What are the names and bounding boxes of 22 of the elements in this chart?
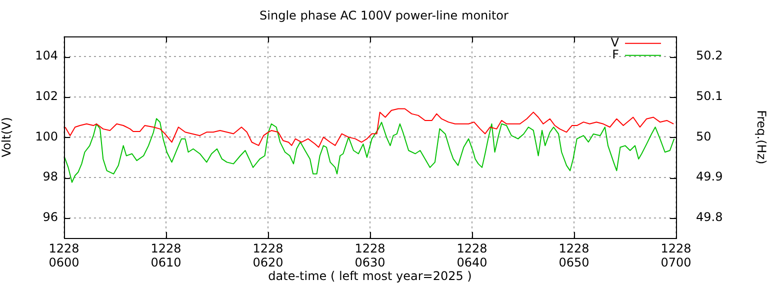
y-tick-label: 102 [35,89,58,104]
y2-tick-label: 49.9 [696,170,723,184]
y2-tick-label: 50.2 [696,48,723,63]
y-tick-label: 96 [42,210,58,224]
y-tick-label: 104 [35,48,58,63]
legend-label: V [610,36,620,50]
y-tick-label: 98 [42,170,58,184]
x-tick-label: 1228 0700 [660,241,692,270]
y2-axis-title: Freq.(Hz) [754,110,768,164]
x-tick-label: 1228 0610 [150,241,182,270]
x-tick-label: 1228 0650 [558,241,590,270]
y2-tick-label: 50.1 [696,89,723,104]
x-tick-label: 1228 0640 [456,241,488,270]
y2-tick-label: 50 [696,129,712,144]
x-tick-label: 1228 0600 [48,241,80,270]
x-axis-title: date-time ( left most year=2025 ) [268,268,472,283]
y-tick-label: 100 [35,129,58,144]
chart-title: Single phase AC 100V power-line monitor [260,8,509,22]
x-tick-label: 1228 0630 [354,241,386,270]
legend-label: F [612,48,620,62]
y-axis-title: Volt(V) [0,117,14,158]
y2-tick-label: 49.8 [696,210,723,224]
